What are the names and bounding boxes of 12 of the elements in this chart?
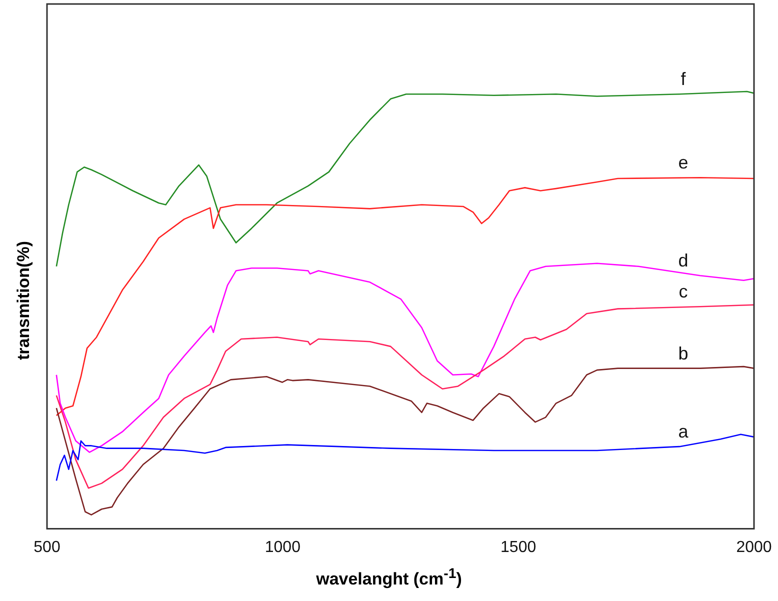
series-label: b bbox=[678, 343, 688, 364]
x-tick-label: 1000 bbox=[264, 538, 301, 556]
series-label: e bbox=[678, 152, 688, 173]
x-axis-title: wavelanght (cm$^{-1}$) bbox=[315, 566, 463, 590]
x-tick-label: 500 bbox=[34, 538, 60, 556]
series-label: f bbox=[680, 69, 687, 90]
series-label: d bbox=[678, 250, 688, 271]
series-label: c bbox=[678, 282, 688, 302]
y-axis-title: transmition(%) bbox=[14, 241, 34, 360]
series-label: a bbox=[678, 422, 690, 442]
x-tick-label: 2000 bbox=[736, 538, 772, 556]
x-tick-label: 1500 bbox=[500, 538, 536, 556]
